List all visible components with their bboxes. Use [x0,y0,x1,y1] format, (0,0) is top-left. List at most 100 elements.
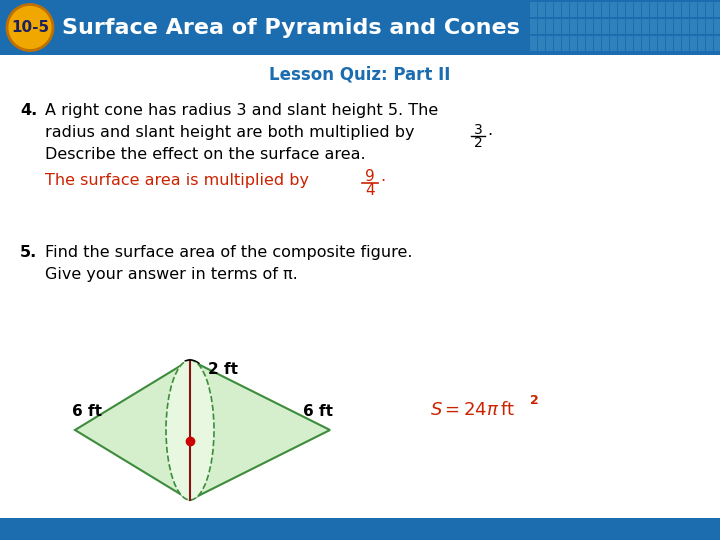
FancyBboxPatch shape [666,19,673,34]
FancyBboxPatch shape [586,36,593,51]
Text: Lesson Quiz: Part II: Lesson Quiz: Part II [269,66,451,84]
FancyBboxPatch shape [658,2,665,17]
Text: 3: 3 [474,123,482,137]
Text: The surface area is multiplied by: The surface area is multiplied by [45,173,309,188]
FancyBboxPatch shape [618,19,625,34]
FancyBboxPatch shape [546,36,553,51]
FancyBboxPatch shape [706,36,713,51]
FancyBboxPatch shape [554,36,561,51]
FancyBboxPatch shape [626,19,633,34]
FancyBboxPatch shape [578,36,585,51]
Ellipse shape [166,360,214,500]
FancyBboxPatch shape [690,36,697,51]
FancyBboxPatch shape [650,36,657,51]
FancyBboxPatch shape [642,19,649,34]
FancyBboxPatch shape [714,36,720,51]
FancyBboxPatch shape [562,36,569,51]
FancyBboxPatch shape [714,19,720,34]
FancyBboxPatch shape [626,2,633,17]
FancyBboxPatch shape [530,2,537,17]
FancyBboxPatch shape [570,2,577,17]
Text: A right cone has radius 3 and slant height 5. The: A right cone has radius 3 and slant heig… [45,103,438,118]
Text: Copyright © by Holt, Rinehart and Winston. All Rights Reserved.: Copyright © by Holt, Rinehart and Winsto… [395,524,710,534]
FancyBboxPatch shape [594,19,601,34]
FancyBboxPatch shape [626,36,633,51]
FancyBboxPatch shape [610,19,617,34]
Text: .: . [487,123,492,138]
Text: .: . [380,169,385,184]
FancyBboxPatch shape [698,36,705,51]
Text: 4: 4 [365,183,375,198]
FancyBboxPatch shape [634,36,641,51]
Text: 2 ft: 2 ft [208,362,238,377]
FancyBboxPatch shape [634,2,641,17]
FancyBboxPatch shape [690,19,697,34]
FancyBboxPatch shape [538,19,545,34]
Text: Find the surface area of the composite figure.: Find the surface area of the composite f… [45,245,413,260]
Text: Surface Area of Pyramids and Cones: Surface Area of Pyramids and Cones [62,17,520,37]
FancyBboxPatch shape [586,2,593,17]
FancyBboxPatch shape [530,36,537,51]
FancyBboxPatch shape [554,2,561,17]
Text: 6 ft: 6 ft [72,404,102,420]
FancyBboxPatch shape [650,19,657,34]
FancyBboxPatch shape [578,2,585,17]
Text: 2: 2 [530,395,539,408]
FancyBboxPatch shape [554,19,561,34]
FancyBboxPatch shape [698,2,705,17]
FancyBboxPatch shape [674,36,681,51]
FancyBboxPatch shape [666,2,673,17]
FancyBboxPatch shape [562,2,569,17]
FancyBboxPatch shape [538,36,545,51]
Text: Describe the effect on the surface area.: Describe the effect on the surface area. [45,147,366,162]
FancyBboxPatch shape [538,2,545,17]
Text: 2: 2 [474,136,482,150]
FancyBboxPatch shape [682,19,689,34]
FancyBboxPatch shape [602,19,609,34]
Text: Give your answer in terms of π.: Give your answer in terms of π. [45,267,298,282]
FancyBboxPatch shape [682,36,689,51]
FancyBboxPatch shape [602,36,609,51]
FancyBboxPatch shape [578,19,585,34]
Text: Holt Geometry: Holt Geometry [10,523,112,536]
Circle shape [7,4,53,51]
Text: 9: 9 [365,169,375,184]
Text: 4.: 4. [20,103,37,118]
FancyBboxPatch shape [0,518,720,540]
FancyBboxPatch shape [618,36,625,51]
FancyBboxPatch shape [642,36,649,51]
Text: 6 ft: 6 ft [303,404,333,420]
FancyBboxPatch shape [642,2,649,17]
FancyBboxPatch shape [674,19,681,34]
FancyBboxPatch shape [0,0,720,55]
FancyBboxPatch shape [674,2,681,17]
FancyBboxPatch shape [570,36,577,51]
Polygon shape [75,360,330,500]
FancyBboxPatch shape [666,36,673,51]
FancyBboxPatch shape [570,19,577,34]
FancyBboxPatch shape [546,19,553,34]
FancyBboxPatch shape [546,2,553,17]
FancyBboxPatch shape [586,19,593,34]
FancyBboxPatch shape [658,19,665,34]
FancyBboxPatch shape [634,19,641,34]
FancyBboxPatch shape [706,19,713,34]
FancyBboxPatch shape [690,2,697,17]
FancyBboxPatch shape [698,19,705,34]
FancyBboxPatch shape [658,36,665,51]
Text: 5.: 5. [20,245,37,260]
Text: $S = 24\pi\,\mathsf{ft}$: $S = 24\pi\,\mathsf{ft}$ [430,401,515,419]
FancyBboxPatch shape [682,2,689,17]
FancyBboxPatch shape [594,36,601,51]
FancyBboxPatch shape [714,2,720,17]
FancyBboxPatch shape [530,19,537,34]
FancyBboxPatch shape [602,2,609,17]
Text: 10-5: 10-5 [11,20,49,35]
FancyBboxPatch shape [650,2,657,17]
FancyBboxPatch shape [706,2,713,17]
Text: radius and slant height are both multiplied by: radius and slant height are both multipl… [45,125,415,140]
FancyBboxPatch shape [610,2,617,17]
FancyBboxPatch shape [594,2,601,17]
FancyBboxPatch shape [562,19,569,34]
FancyBboxPatch shape [610,36,617,51]
